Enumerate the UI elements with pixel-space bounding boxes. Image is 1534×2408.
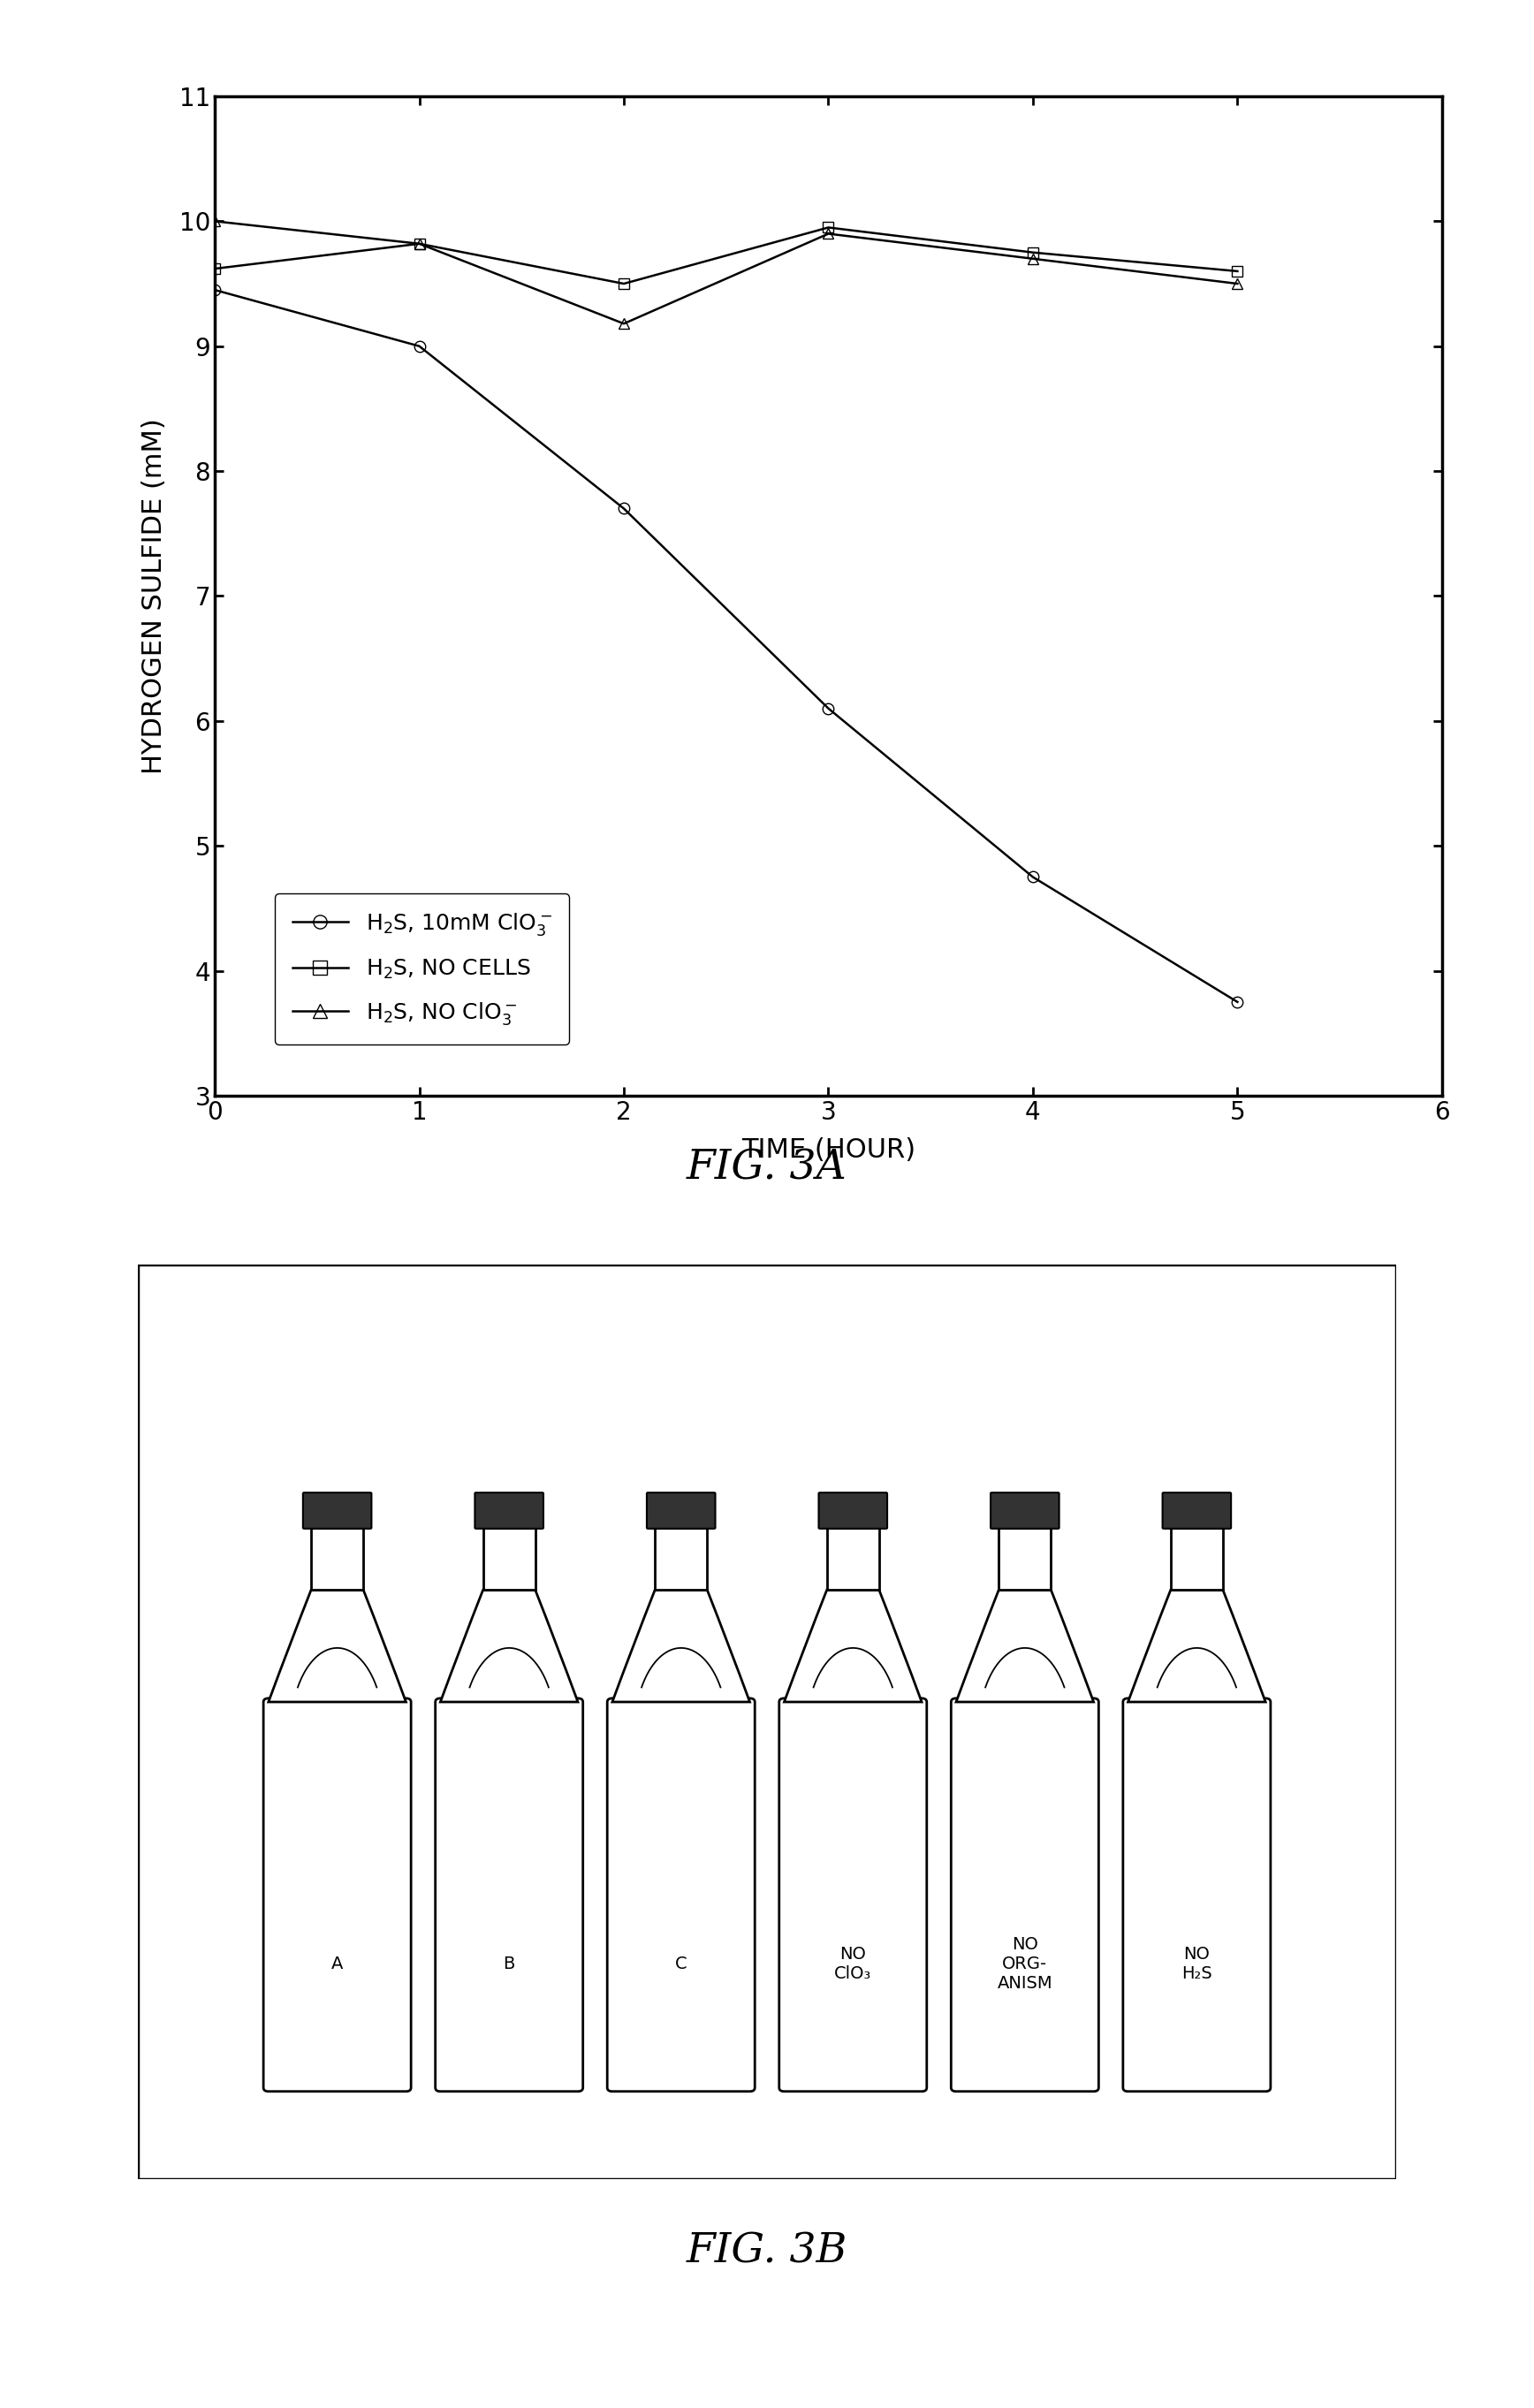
Bar [999, 1527, 1051, 1589]
FancyBboxPatch shape [302, 1493, 371, 1529]
Text: C: C [675, 1955, 687, 1972]
H$_2$S, NO CELLS [819, 212, 838, 241]
H$_2$S, 10mM ClO$_3^-$ [819, 694, 838, 722]
PathPatch shape [268, 1589, 407, 1702]
H$_2$S, NO ClO$_3^-$ [1023, 243, 1042, 272]
H$_2$S, NO CELLS [206, 255, 224, 284]
Bar [311, 1527, 364, 1589]
FancyBboxPatch shape [1123, 1698, 1270, 2093]
Text: FIG. 3B: FIG. 3B [686, 2232, 848, 2271]
PathPatch shape [612, 1589, 750, 1702]
Bar [655, 1527, 707, 1589]
PathPatch shape [440, 1589, 578, 1702]
FancyBboxPatch shape [647, 1493, 715, 1529]
Legend: H$_2$S, 10mM ClO$_3^-$, H$_2$S, NO CELLS, H$_2$S, NO ClO$_3^-$: H$_2$S, 10mM ClO$_3^-$, H$_2$S, NO CELLS… [275, 893, 569, 1045]
FancyBboxPatch shape [436, 1698, 583, 2093]
FancyBboxPatch shape [819, 1493, 887, 1529]
H$_2$S, NO CELLS [1229, 258, 1247, 287]
H$_2$S, 10mM ClO$_3^-$ [206, 275, 224, 303]
FancyBboxPatch shape [1163, 1493, 1232, 1529]
Text: A: A [331, 1955, 344, 1972]
H$_2$S, 10mM ClO$_3^-$ [1229, 987, 1247, 1016]
Text: B: B [503, 1955, 515, 1972]
Text: NO
H₂S: NO H₂S [1181, 1946, 1212, 1982]
FancyBboxPatch shape [991, 1493, 1058, 1529]
H$_2$S, 10mM ClO$_3^-$ [1023, 862, 1042, 891]
FancyBboxPatch shape [951, 1698, 1098, 2093]
H$_2$S, 10mM ClO$_3^-$ [615, 494, 634, 523]
Line: H$_2$S, NO CELLS: H$_2$S, NO CELLS [209, 222, 1243, 289]
Bar [1170, 1527, 1223, 1589]
H$_2$S, NO CELLS [615, 270, 634, 299]
H$_2$S, NO CELLS [410, 229, 428, 258]
H$_2$S, 10mM ClO$_3^-$ [410, 332, 428, 361]
Line: H$_2$S, NO ClO$_3^-$: H$_2$S, NO ClO$_3^-$ [209, 217, 1243, 330]
FancyBboxPatch shape [779, 1698, 927, 2093]
PathPatch shape [1127, 1589, 1266, 1702]
H$_2$S, NO ClO$_3^-$ [819, 219, 838, 248]
Y-axis label: HYDROGEN SULFIDE (mM): HYDROGEN SULFIDE (mM) [141, 419, 167, 773]
FancyBboxPatch shape [607, 1698, 755, 2093]
Bar [827, 1527, 879, 1589]
Bar [483, 1527, 535, 1589]
Text: NO
ORG-
ANISM: NO ORG- ANISM [997, 1936, 1052, 1991]
FancyBboxPatch shape [476, 1493, 543, 1529]
X-axis label: TIME (HOUR): TIME (HOUR) [741, 1137, 916, 1163]
H$_2$S, NO ClO$_3^-$ [206, 207, 224, 236]
H$_2$S, NO CELLS [1023, 238, 1042, 267]
H$_2$S, NO ClO$_3^-$ [1229, 270, 1247, 299]
FancyBboxPatch shape [264, 1698, 411, 2093]
Text: NO
ClO₃: NO ClO₃ [834, 1946, 871, 1982]
PathPatch shape [784, 1589, 922, 1702]
Line: H$_2$S, 10mM ClO$_3^-$: H$_2$S, 10mM ClO$_3^-$ [209, 284, 1243, 1007]
PathPatch shape [956, 1589, 1094, 1702]
H$_2$S, NO ClO$_3^-$ [615, 308, 634, 337]
Text: FIG. 3A: FIG. 3A [687, 1149, 847, 1187]
H$_2$S, NO ClO$_3^-$ [410, 229, 428, 258]
